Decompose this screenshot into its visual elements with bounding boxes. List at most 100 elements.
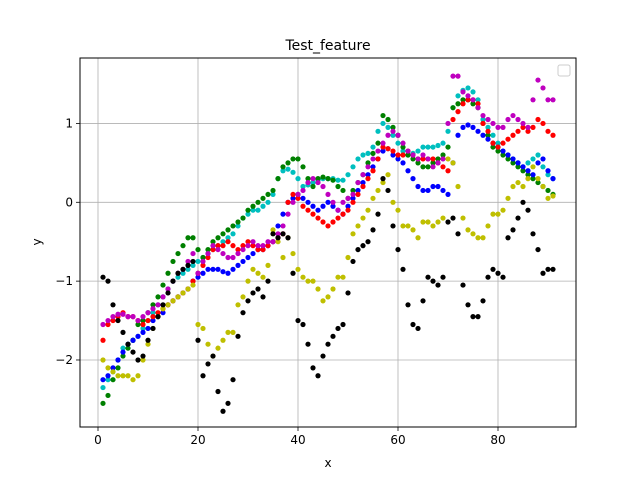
- x-tick-label: 60: [390, 433, 405, 447]
- data-point: [300, 164, 306, 170]
- data-point: [135, 333, 141, 339]
- data-point: [250, 239, 256, 245]
- data-point: [300, 274, 306, 280]
- data-point: [335, 183, 341, 190]
- data-point: [350, 195, 356, 201]
- data-point: [245, 211, 251, 217]
- data-point: [395, 140, 401, 146]
- data-point: [520, 199, 526, 205]
- data-point: [310, 179, 316, 186]
- data-point: [480, 298, 486, 304]
- data-point: [180, 270, 186, 276]
- data-point: [100, 357, 106, 363]
- data-point: [140, 353, 146, 359]
- data-point: [465, 85, 471, 91]
- data-point: [545, 168, 551, 174]
- data-point: [405, 302, 411, 308]
- data-point: [400, 152, 406, 158]
- data-point: [380, 140, 386, 146]
- data-point: [515, 164, 521, 170]
- data-point: [190, 282, 196, 288]
- data-point: [340, 321, 346, 328]
- data-point: [345, 172, 351, 178]
- data-point: [125, 341, 131, 347]
- data-point: [220, 243, 226, 249]
- data-point: [390, 152, 396, 158]
- data-point: [310, 203, 316, 209]
- data-point: [435, 183, 441, 190]
- data-point: [110, 314, 116, 320]
- data-point: [535, 176, 541, 182]
- x-tick-label: 20: [190, 433, 205, 447]
- data-point: [375, 211, 381, 217]
- data-point: [215, 388, 221, 395]
- data-point: [155, 310, 161, 316]
- data-point: [545, 195, 551, 201]
- data-point: [485, 116, 491, 123]
- data-point: [110, 377, 116, 383]
- data-point: [240, 246, 246, 253]
- data-point: [195, 321, 201, 328]
- data-point: [505, 156, 511, 162]
- data-point: [415, 148, 421, 154]
- data-point: [145, 325, 151, 332]
- data-point: [305, 278, 311, 284]
- data-point: [200, 373, 206, 379]
- data-point: [380, 144, 386, 150]
- scatter-series: [100, 73, 556, 414]
- data-point: [435, 219, 441, 225]
- data-point: [325, 223, 331, 229]
- y-axis-ticks: −2 −1 0 1: [55, 116, 80, 367]
- data-point: [305, 341, 311, 347]
- data-point: [520, 183, 526, 190]
- data-point: [335, 207, 341, 213]
- data-point: [385, 124, 391, 130]
- data-point: [205, 246, 211, 253]
- data-point: [160, 306, 166, 312]
- data-point: [435, 282, 441, 288]
- data-point: [275, 231, 281, 237]
- data-point: [475, 105, 481, 111]
- data-point: [510, 112, 516, 119]
- data-point: [350, 191, 356, 198]
- data-point: [180, 290, 186, 296]
- data-point: [215, 246, 221, 253]
- data-point: [125, 345, 131, 351]
- data-point: [100, 321, 106, 328]
- data-point: [275, 235, 281, 241]
- data-point: [395, 207, 401, 213]
- data-point: [550, 193, 556, 199]
- data-point: [295, 195, 301, 201]
- data-point: [160, 282, 166, 288]
- data-point: [145, 317, 151, 324]
- data-point: [335, 274, 341, 280]
- data-point: [245, 239, 251, 245]
- data-point: [350, 199, 356, 205]
- data-point: [510, 227, 516, 233]
- data-point: [525, 176, 531, 182]
- data-point: [525, 160, 531, 166]
- data-point: [540, 85, 546, 91]
- data-point: [330, 177, 336, 183]
- data-point: [130, 377, 136, 383]
- data-point: [355, 223, 361, 229]
- data-point: [260, 274, 266, 280]
- data-point: [170, 278, 176, 284]
- data-point: [340, 274, 346, 280]
- data-point: [535, 160, 541, 166]
- data-point: [140, 314, 146, 320]
- data-point: [535, 116, 541, 123]
- data-point: [430, 223, 436, 229]
- data-point: [365, 160, 371, 166]
- data-point: [525, 207, 531, 213]
- data-point: [465, 97, 471, 103]
- data-point: [320, 353, 326, 359]
- data-point: [460, 89, 466, 95]
- data-point: [100, 274, 106, 280]
- data-point: [370, 168, 376, 174]
- data-point: [175, 294, 181, 300]
- data-point: [475, 235, 481, 241]
- data-point: [400, 160, 406, 166]
- data-point: [265, 191, 271, 198]
